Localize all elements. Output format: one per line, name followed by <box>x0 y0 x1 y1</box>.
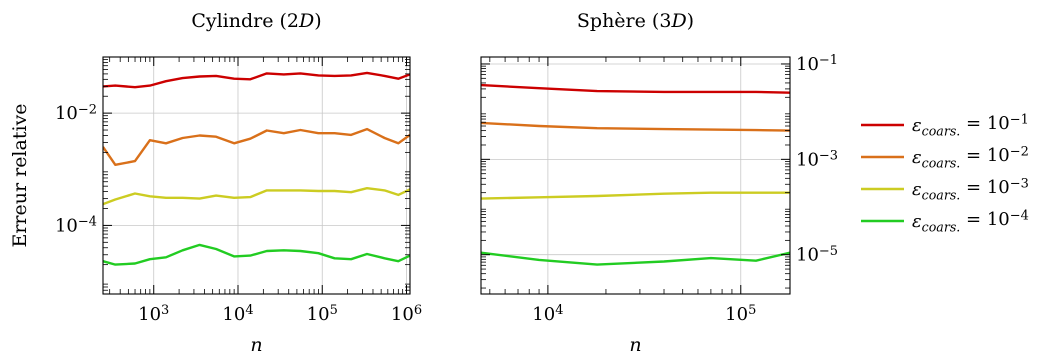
chart-panel-sphere: 104 105 10−1 10−3 10−5 Sphère (3D) n <box>480 10 838 356</box>
x-tick-label: 104 <box>222 303 253 325</box>
series-line-4 <box>481 251 790 266</box>
x-axis-label: n <box>629 334 641 356</box>
chart-title: Sphère (3D) <box>577 10 694 32</box>
chart-panel-cylindre: 103 104 105 106 10−2 10−4 Cylindre (2D) n Erreur… <box>9 10 422 356</box>
y-tick-label: 10−2 <box>55 102 97 124</box>
y-axis-label: Erreur relative <box>9 103 31 247</box>
x-tick-label: 104 <box>532 303 563 325</box>
legend-label-1: εcoars. = 10−1 <box>912 112 1029 138</box>
legend-label-4: εcoars. = 10−4 <box>912 208 1029 234</box>
series-line-1 <box>103 71 410 89</box>
legend-label-3: εcoars. = 10−3 <box>912 176 1029 202</box>
series-line-2 <box>103 127 410 167</box>
legend-label-2: εcoars. = 10−2 <box>912 144 1029 170</box>
series-group <box>481 83 790 266</box>
x-tick-label: 105 <box>725 303 756 325</box>
x-tick-label: 106 <box>391 303 422 325</box>
x-tick-label: 103 <box>138 303 169 325</box>
plot-frame <box>480 56 791 295</box>
series-line-2 <box>481 121 790 132</box>
y-tick-label: 10−3 <box>796 149 838 171</box>
x-tick-label: 105 <box>307 303 338 325</box>
y-tick-label: 10−4 <box>55 215 97 237</box>
x-axis-label: n <box>250 334 262 356</box>
y-tick-label: 10−5 <box>796 244 838 266</box>
series-line-3 <box>481 191 790 200</box>
chart-title: Cylindre (2D) <box>191 10 321 32</box>
series-line-3 <box>103 186 410 206</box>
series-group <box>103 71 410 266</box>
legend: εcoars. = 10−1 εcoars. = 10−2 εcoars. = 10… <box>861 112 1029 234</box>
y-tick-label: 10−1 <box>796 53 838 75</box>
series-line-4 <box>103 243 410 266</box>
plot-frame <box>102 56 411 295</box>
series-line-1 <box>481 83 790 94</box>
